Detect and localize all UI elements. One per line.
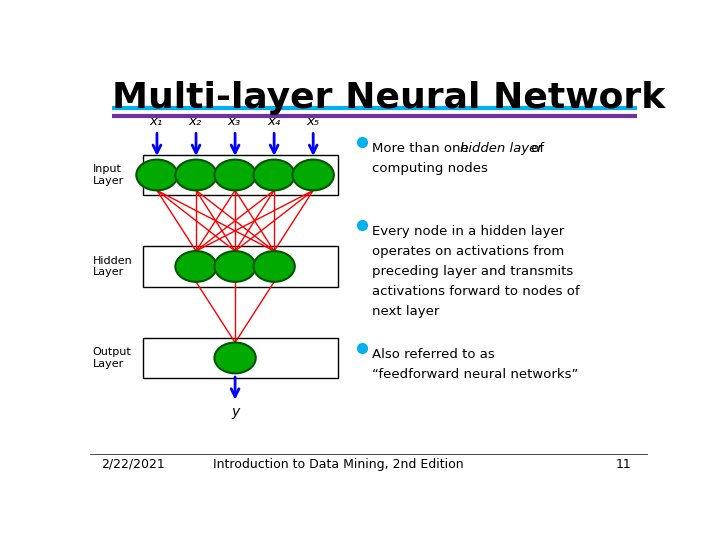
Text: next layer: next layer — [372, 305, 439, 318]
Text: 11: 11 — [616, 458, 631, 471]
Circle shape — [176, 160, 217, 191]
Text: computing nodes: computing nodes — [372, 161, 487, 174]
Text: x₅: x₅ — [306, 116, 319, 129]
Text: “feedforward neural networks”: “feedforward neural networks” — [372, 368, 578, 381]
Text: x₁: x₁ — [150, 116, 163, 129]
Circle shape — [215, 342, 256, 373]
Circle shape — [215, 251, 256, 282]
Text: x₄: x₄ — [267, 116, 280, 129]
Circle shape — [176, 251, 217, 282]
Text: activations forward to nodes of: activations forward to nodes of — [372, 285, 580, 298]
Text: 2/22/2021: 2/22/2021 — [101, 458, 165, 471]
Text: Hidden
Layer: Hidden Layer — [93, 255, 132, 277]
Text: More than one: More than one — [372, 141, 473, 155]
Bar — [143, 246, 338, 287]
Text: x₂: x₂ — [189, 116, 202, 129]
Text: Input
Layer: Input Layer — [93, 164, 124, 186]
Text: Output
Layer: Output Layer — [93, 347, 132, 369]
Text: hidden layer: hidden layer — [460, 141, 543, 155]
Circle shape — [253, 160, 294, 191]
Text: y: y — [231, 404, 239, 418]
Text: preceding layer and transmits: preceding layer and transmits — [372, 265, 573, 278]
Text: x₃: x₃ — [228, 116, 241, 129]
Text: operates on activations from: operates on activations from — [372, 245, 564, 258]
Circle shape — [215, 160, 256, 191]
Circle shape — [292, 160, 334, 191]
Text: Every node in a hidden layer: Every node in a hidden layer — [372, 225, 564, 238]
Bar — [143, 338, 338, 379]
Text: Introduction to Data Mining, 2nd Edition: Introduction to Data Mining, 2nd Edition — [213, 458, 464, 471]
Text: Multi-layer Neural Network: Multi-layer Neural Network — [112, 82, 665, 116]
Text: Also referred to as: Also referred to as — [372, 348, 495, 361]
Bar — [143, 154, 338, 195]
Circle shape — [136, 160, 178, 191]
Circle shape — [253, 251, 294, 282]
Text: of: of — [527, 141, 544, 155]
